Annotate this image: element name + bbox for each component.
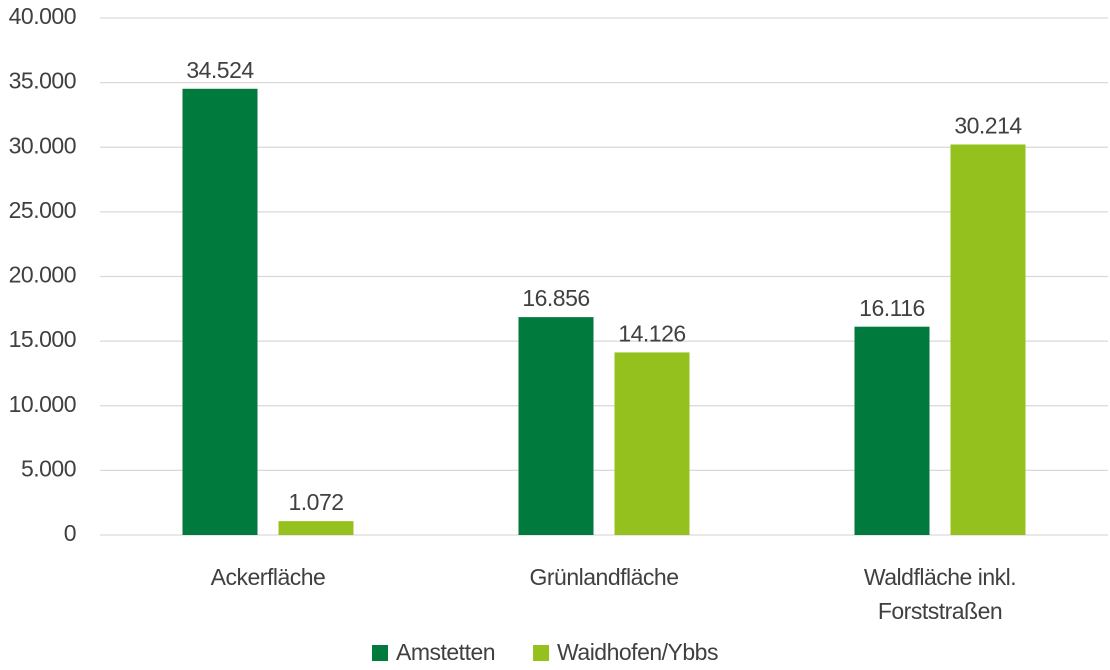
y-tick-label: 15.000 [9,326,76,352]
value-label: 1.072 [288,489,343,515]
legend-label: Amstetten [396,639,495,665]
value-label: 16.116 [859,295,925,321]
x-tick-label: Waldfläche inkl. Forststraßen [863,564,1017,624]
bar [950,144,1026,535]
value-label: 14.126 [618,320,685,346]
y-tick-label: 5.000 [21,455,76,481]
bar [278,521,354,535]
value-label: 30.214 [954,113,1022,139]
y-tick-label: 0 [64,520,76,546]
y-tick-label: 20.000 [9,262,76,288]
value-label: 16.856 [522,285,589,311]
y-tick-label: 10.000 [9,391,76,417]
bar [614,352,690,535]
x-tick-label: Ackerfläche [210,564,326,590]
legend-swatch [372,645,388,661]
y-tick-label: 30.000 [9,132,76,158]
legend-swatch [533,645,550,661]
x-tick-label: Grünlandfläche [529,564,680,590]
bar [854,326,930,535]
legend-label: Waidhofen/Ybbs [557,639,718,665]
y-tick-label: 35.000 [9,68,76,94]
y-tick-label: 25.000 [9,197,76,223]
value-label: 34.524 [186,57,254,83]
y-tick-label: 40.000 [9,3,76,29]
bar [518,317,594,535]
bar [182,88,258,536]
